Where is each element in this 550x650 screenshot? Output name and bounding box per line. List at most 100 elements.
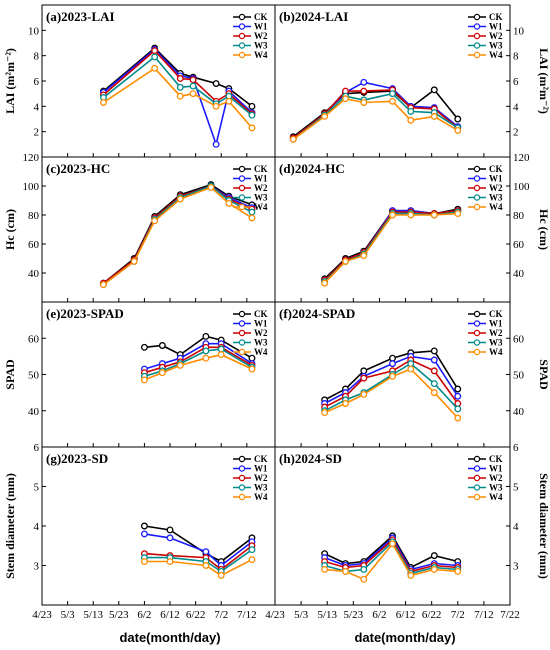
series-line-w4: [292, 97, 459, 140]
y-tick-label: 3: [513, 561, 519, 573]
legend-marker-w4: [473, 348, 481, 356]
data-point-w4: [176, 195, 184, 203]
data-point-w4: [407, 211, 415, 219]
data-point-w4: [342, 257, 349, 265]
y-axis-title: LAI (m²m⁻²): [537, 48, 550, 114]
x-axis-title-right: date(month/day): [354, 630, 455, 645]
legend-label-ck: CK: [254, 12, 268, 22]
y-axis-title: Hc (cm): [3, 209, 17, 250]
legend-label-ck: CK: [254, 164, 268, 174]
y-tick-label: 40: [28, 406, 40, 418]
series-line-w1: [324, 209, 458, 281]
legend-label-ck: CK: [489, 164, 503, 174]
y-tick-label: 50: [513, 370, 525, 382]
y-tick-label: 2: [34, 127, 40, 139]
legend-marker-w3: [473, 42, 481, 49]
series-line-w4: [324, 212, 458, 284]
legend-label-ck: CK: [254, 454, 268, 464]
data-point-w3: [454, 405, 462, 413]
legend-marker-w2: [238, 184, 246, 192]
data-point-w3: [248, 111, 256, 119]
legend-label-w1: W1: [489, 464, 503, 474]
y-tick-label: 120: [513, 152, 530, 164]
y-axis-title: SPAD: [537, 359, 550, 390]
legend-label-w4: W4: [489, 50, 503, 60]
legend-marker-ck: [238, 455, 246, 463]
panel-title: (f)2024-SPAD: [279, 306, 355, 321]
legend-label-w4: W4: [489, 347, 503, 357]
y-tick-label: 100: [23, 181, 40, 193]
data-point-w4: [189, 90, 197, 98]
x-tick-label: 4/23: [32, 609, 52, 621]
data-point-ck: [166, 526, 174, 534]
y-axis-title: SPAD: [3, 359, 17, 390]
y-axis-title: Hc (cm): [537, 209, 550, 250]
data-point-w3: [407, 107, 415, 115]
y-tick-label: 3: [34, 561, 40, 573]
legend-marker-w1: [473, 320, 481, 327]
legend-label-w3: W3: [489, 338, 503, 348]
legend-marker-w3: [473, 484, 481, 491]
x-tick-label: 7/12: [474, 609, 494, 621]
legend-label-w2: W2: [489, 328, 503, 338]
legend-label-w2: W2: [254, 328, 268, 338]
y-tick-label: 60: [513, 239, 525, 251]
legend-marker-ck: [473, 310, 481, 318]
legend-marker-w2: [473, 184, 481, 192]
y-tick-label: 6: [513, 76, 519, 88]
data-point-w4: [360, 99, 368, 106]
legend-label-w3: W3: [489, 483, 503, 493]
data-point-w3: [407, 360, 415, 368]
legend-marker-w3: [238, 194, 246, 201]
legend-label-w1: W1: [489, 319, 503, 329]
x-tick-label: 5/13: [317, 609, 337, 621]
legend-label-w1: W1: [254, 22, 268, 32]
y-tick-label: 60: [28, 239, 40, 251]
data-point-w4: [248, 214, 256, 222]
data-point-w4: [430, 113, 438, 120]
data-point-w4: [176, 361, 184, 369]
x-tick-label: 6/2: [372, 609, 386, 621]
legend-marker-w1: [238, 23, 246, 30]
legend-marker-w2: [473, 474, 481, 482]
legend-marker-w3: [238, 339, 246, 346]
legend-marker-ck: [473, 165, 481, 173]
data-point-w3: [217, 345, 225, 353]
data-point-w4: [217, 351, 225, 359]
legend-label-w2: W2: [489, 473, 503, 483]
data-point-w4: [321, 279, 329, 287]
legend-marker-w4: [473, 203, 481, 211]
y-tick-label: 100: [513, 181, 530, 193]
data-point-w3: [176, 83, 184, 91]
data-point-w1: [202, 548, 210, 556]
panel-title: (e)2023-SPAD: [46, 306, 124, 321]
panel-title: (d)2024-HC: [279, 161, 345, 176]
data-point-w4: [342, 95, 349, 103]
y-tick-label: 4: [513, 521, 519, 533]
data-point-w1: [430, 356, 438, 364]
data-point-w4: [389, 211, 396, 219]
data-point-w4: [389, 97, 396, 105]
data-point-ck: [430, 552, 438, 560]
series-line-w3: [324, 211, 458, 283]
y-tick-label: 120: [23, 152, 40, 164]
legend-marker-w2: [473, 32, 481, 40]
data-point-w4: [176, 92, 184, 100]
data-point-w4: [225, 97, 233, 105]
data-point-w4: [454, 126, 462, 134]
data-point-w4: [407, 365, 415, 373]
x-tick-label: 5/23: [109, 609, 129, 621]
x-tick-label: 5/23: [344, 609, 364, 621]
legend-label-w4: W4: [254, 347, 268, 357]
y-tick-label: 2: [513, 127, 519, 139]
legend-label-ck: CK: [489, 309, 503, 319]
data-point-w4: [166, 558, 174, 565]
data-point-w1: [389, 360, 396, 368]
data-point-w4: [407, 571, 415, 579]
data-point-w4: [321, 566, 329, 573]
data-point-w4: [430, 566, 438, 573]
data-point-ck: [212, 80, 220, 87]
